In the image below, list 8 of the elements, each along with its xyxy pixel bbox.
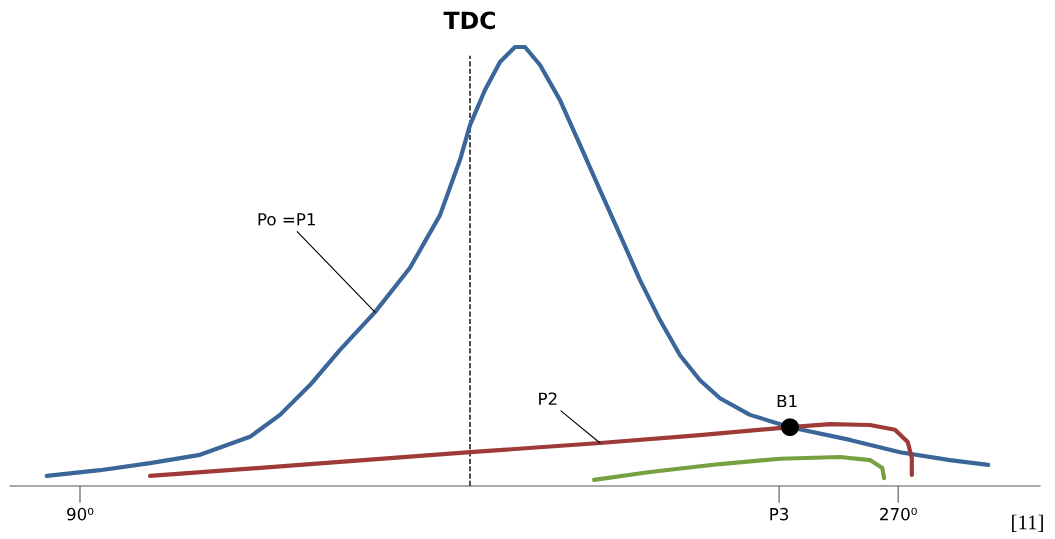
annotation: P2 xyxy=(539,392,557,405)
x-tick-label: 90⁰ xyxy=(67,507,94,521)
annotation: Po =P1 xyxy=(258,213,315,226)
x-tick-label: P3 xyxy=(770,507,789,521)
ref-line-label: TDC xyxy=(443,11,496,30)
x-tick-label: 270⁰ xyxy=(880,507,917,521)
annotation: B1 xyxy=(777,394,797,408)
text: [11] xyxy=(1012,514,1043,532)
